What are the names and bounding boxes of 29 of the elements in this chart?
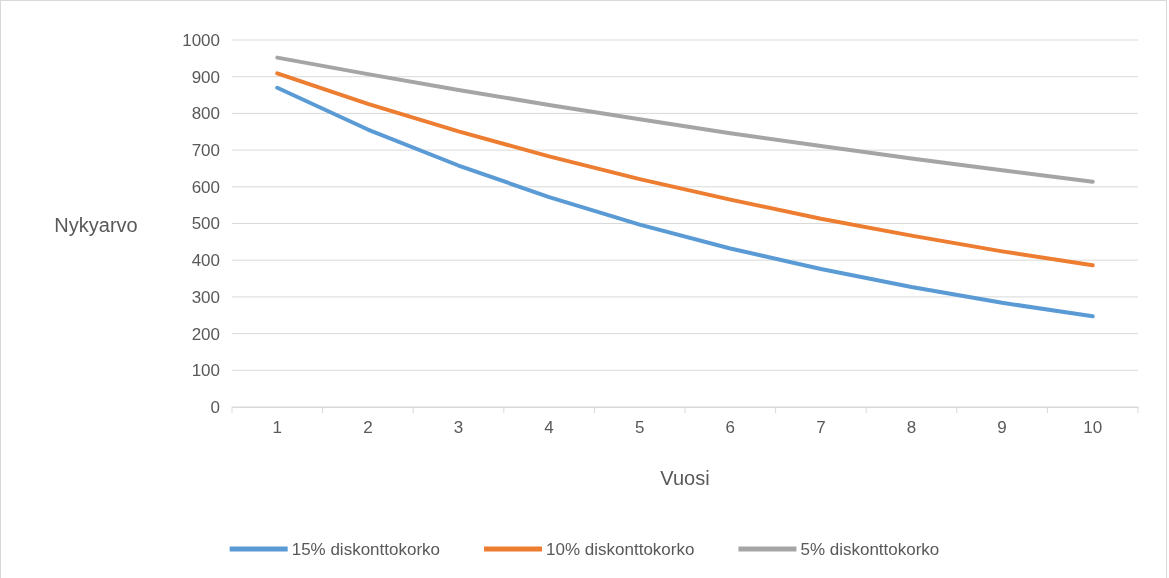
y-tick-label: 300 xyxy=(191,287,220,307)
legend-label: 10% diskonttokorko xyxy=(546,540,695,559)
y-axis-title: Nykyarvo xyxy=(54,213,138,236)
x-tick-label: 6 xyxy=(725,418,736,438)
line-series xyxy=(275,71,1095,268)
x-tick-label: 9 xyxy=(997,418,1007,438)
x-tick-label: 2 xyxy=(363,418,373,438)
line-series xyxy=(275,55,1095,184)
x-tick-label: 4 xyxy=(544,418,554,438)
y-tick-label: 400 xyxy=(191,251,220,271)
legend-label: 15% diskonttokorko xyxy=(291,540,441,559)
y-tick-label: 100 xyxy=(191,361,220,381)
x-tick-label: 8 xyxy=(906,418,917,438)
x-tick-label: 10 xyxy=(1083,418,1103,438)
x-axis-title: Vuosi xyxy=(660,467,710,489)
y-tick-label: 700 xyxy=(191,141,220,161)
y-tick-label: 1000 xyxy=(182,30,220,50)
y-tick-label: 800 xyxy=(191,104,220,124)
legend-label: 5% diskonttokorko xyxy=(800,540,940,559)
x-tick-label: 3 xyxy=(453,418,464,438)
y-tick-label: 0 xyxy=(210,397,220,417)
y-tick-label: 900 xyxy=(191,67,220,87)
y-tick-label: 500 xyxy=(191,214,220,234)
x-tick-label: 7 xyxy=(816,418,826,438)
y-tick-label: 200 xyxy=(191,324,220,344)
x-tick-label: 1 xyxy=(272,418,283,438)
line-series xyxy=(275,85,1095,319)
y-tick-label: 600 xyxy=(191,177,220,197)
x-tick-label: 5 xyxy=(634,418,645,438)
